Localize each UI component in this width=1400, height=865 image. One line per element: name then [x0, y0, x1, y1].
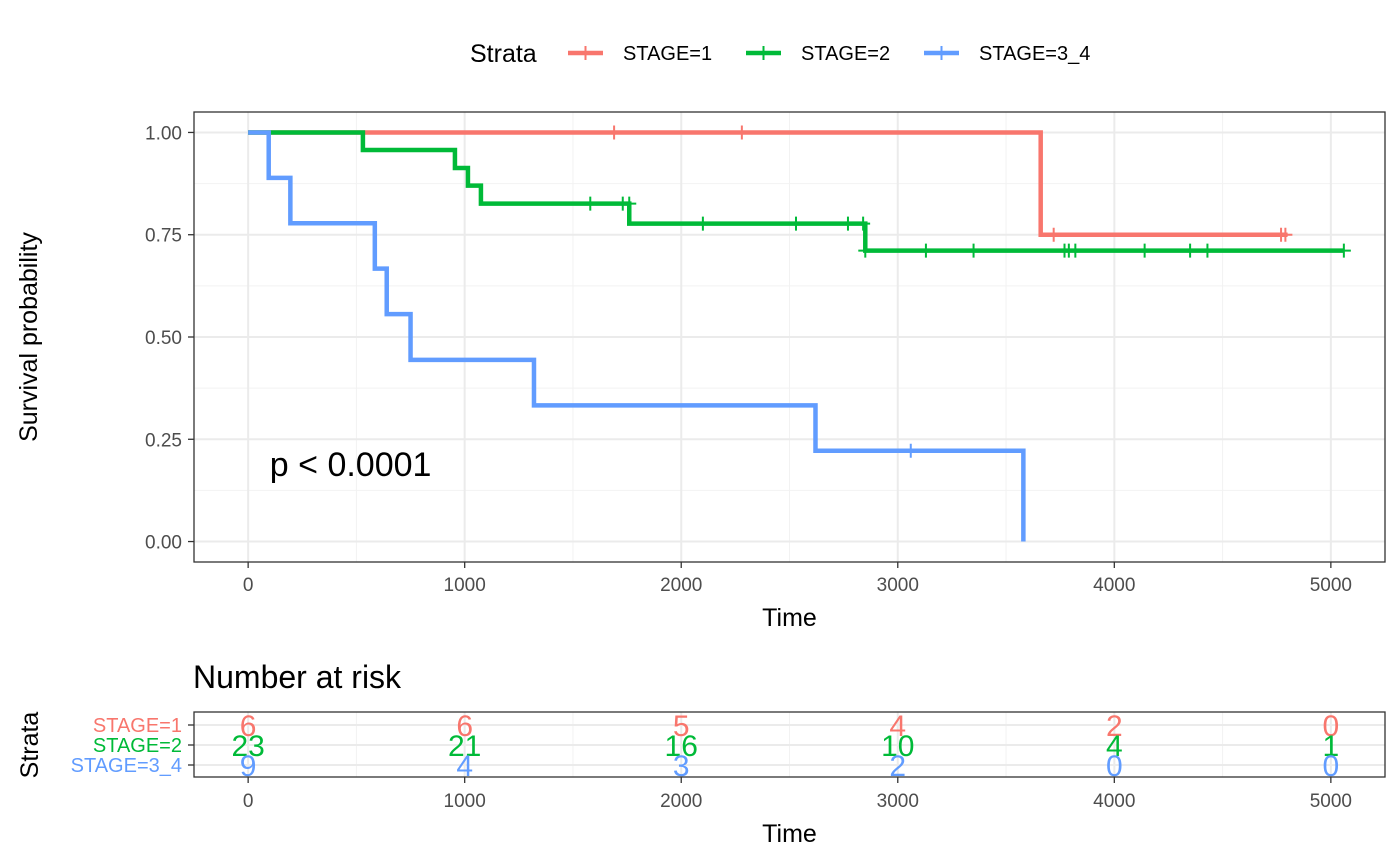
- risk-count: 5: [673, 710, 690, 743]
- risk-count: 4: [1106, 730, 1123, 763]
- risk-count: 23: [231, 730, 264, 763]
- survival-curve-line: [248, 130, 1026, 542]
- series-stage-3-4: [248, 130, 1026, 542]
- risk-count: 0: [1323, 750, 1340, 783]
- risk-count: 6: [240, 710, 257, 743]
- risk-x-tick-label: 2000: [660, 791, 702, 812]
- risk-x-tick-label: 3000: [877, 791, 919, 812]
- y-tick-label: 0.50: [145, 328, 182, 349]
- risk-x-axis-title: Time: [762, 820, 817, 848]
- y-tick-label: 0.00: [145, 533, 182, 554]
- x-tick-label: 5000: [1310, 575, 1352, 596]
- legend: Strata STAGE=1 STAGE=2 STAGE=3_4: [470, 40, 1090, 68]
- survival-curve-line: [248, 130, 1344, 253]
- x-axis-title: Time: [762, 604, 817, 632]
- censor-mark: [918, 243, 933, 258]
- censor-mark: [966, 243, 981, 258]
- risk-count: 4: [889, 710, 906, 743]
- risk-border: [193, 711, 1386, 778]
- y-tick-label: 1.00: [145, 123, 182, 144]
- censor-mark: [856, 216, 871, 231]
- censor-mark: [1200, 243, 1215, 258]
- censor-mark: [1336, 243, 1351, 258]
- risk-row: 23 21 16 10 4 1 STAGE=2: [93, 730, 1339, 763]
- risk-count: 2: [1106, 710, 1123, 743]
- risk-x-tick-label: 4000: [1093, 791, 1135, 812]
- y-axis-title: Survival probability: [15, 232, 43, 442]
- risk-count: 2: [889, 750, 906, 783]
- risk-count: 6: [456, 710, 473, 743]
- risk-count: 9: [240, 750, 257, 783]
- legend-item-3: STAGE=3_4: [924, 43, 1090, 65]
- censor-mark: [1183, 243, 1198, 258]
- risk-count: 0: [1323, 710, 1340, 743]
- legend-title: Strata: [470, 40, 537, 68]
- legend-label: STAGE=2: [801, 43, 890, 65]
- x-tick-label: 2000: [660, 575, 702, 596]
- series-stage-1: [248, 125, 1293, 242]
- x-tick-label: 4000: [1093, 575, 1135, 596]
- risk-count: 4: [456, 750, 473, 783]
- risk-y-axis-title: Strata: [16, 712, 44, 779]
- censor-mark: [583, 196, 598, 211]
- km-plot-panel: 0 1000 2000 3000 4000 5000 0.00 0.25 0.50 0.75 1.0…: [15, 111, 1386, 632]
- censor-mark: [695, 216, 710, 231]
- censor-mark: [622, 196, 637, 211]
- risk-strata-label: STAGE=3_4: [71, 755, 182, 777]
- series-stage-2: [248, 130, 1351, 258]
- risk-count: 21: [448, 730, 481, 763]
- censor-mark: [788, 216, 803, 231]
- risk-count: 0: [1106, 750, 1123, 783]
- p-value-annotation: p < 0.0001: [270, 446, 432, 484]
- censor-mark: [1278, 227, 1293, 242]
- censor-mark: [903, 443, 918, 458]
- censor-mark: [607, 125, 622, 140]
- y-tick-label: 0.75: [145, 226, 182, 247]
- risk-strata-label: STAGE=1: [93, 715, 182, 737]
- censor-mark: [734, 125, 749, 140]
- censor-mark: [1068, 243, 1083, 258]
- legend-label: STAGE=3_4: [979, 43, 1090, 65]
- y-tick-label: 0.25: [145, 430, 182, 451]
- risk-row: 6 6 5 4 2 0 STAGE=1: [93, 710, 1339, 743]
- risk-strata-label: STAGE=2: [93, 735, 182, 757]
- risk-row: 9 4 3 2 0 0 STAGE=3_4: [71, 750, 1340, 783]
- risk-x-tick-label: 1000: [444, 791, 486, 812]
- risk-count: 1: [1323, 730, 1340, 763]
- risk-x-tick-label: 5000: [1310, 791, 1352, 812]
- x-tick-label: 3000: [877, 575, 919, 596]
- censor-mark: [1137, 243, 1152, 258]
- x-tick-label: 1000: [444, 575, 486, 596]
- risk-count: 3: [673, 750, 690, 783]
- risk-count: 16: [665, 730, 698, 763]
- survival-curve-line: [248, 130, 1288, 237]
- x-tick-label: 0: [243, 575, 254, 596]
- risk-table-title: Number at risk: [193, 659, 402, 695]
- censor-mark: [840, 216, 855, 231]
- censor-mark: [858, 243, 873, 258]
- censor-mark: [1046, 227, 1061, 242]
- risk-count: 10: [881, 730, 914, 763]
- legend-label: STAGE=1: [623, 43, 712, 65]
- legend-item-1: STAGE=1: [568, 43, 712, 65]
- risk-x-tick-label: 0: [243, 791, 254, 812]
- legend-item-2: STAGE=2: [746, 43, 890, 65]
